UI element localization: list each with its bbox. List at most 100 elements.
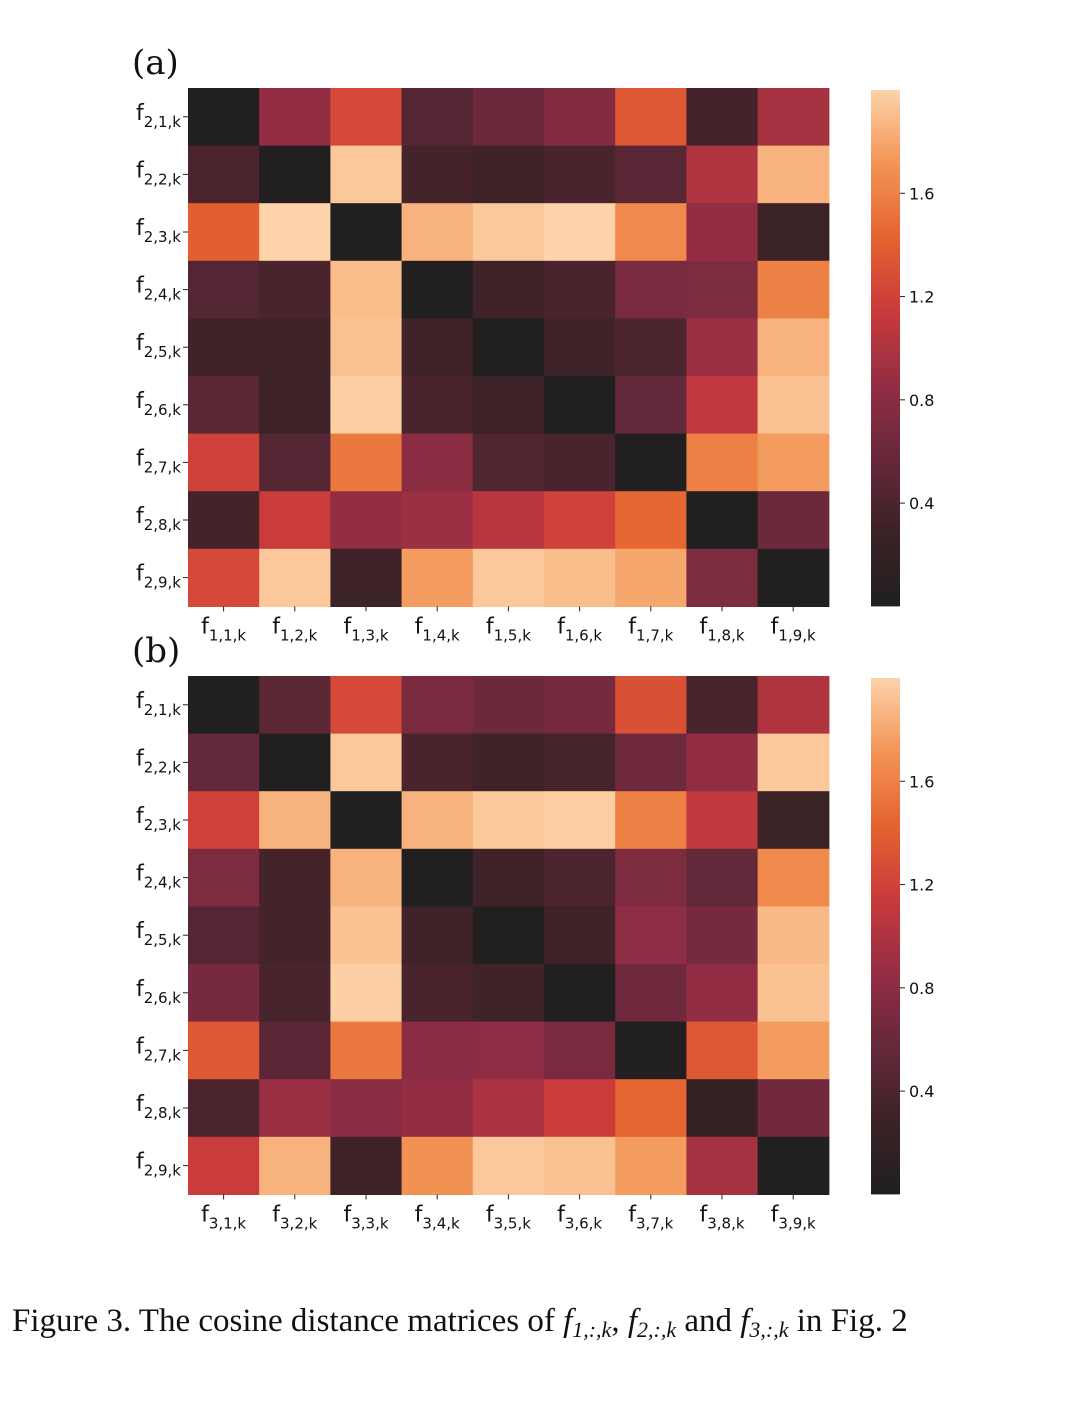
y-tick-label: f2,7,k (136, 1034, 181, 1064)
heatmap-cell (615, 318, 687, 377)
heatmap-cell (757, 906, 830, 965)
heatmap-cell (188, 548, 260, 607)
heatmap-cell (188, 1136, 260, 1195)
heatmap-cell (686, 848, 759, 907)
colorbar-tick-label: 1.6 (909, 184, 934, 203)
heatmap-cell (686, 433, 759, 492)
heatmap-cell (686, 906, 759, 965)
heatmap-cell (686, 676, 759, 735)
heatmap-cell (259, 260, 331, 319)
heatmap-cell (330, 791, 403, 850)
heatmap-cell (757, 733, 830, 792)
heatmap-cell (472, 1021, 545, 1080)
heatmap-cell (188, 433, 260, 492)
heatmap-cell (615, 848, 687, 907)
heatmap-cell (188, 318, 260, 377)
heatmap-cell (615, 906, 687, 965)
heatmap-cell (472, 1079, 545, 1138)
heatmap-cell (544, 791, 616, 850)
heatmap-cell (330, 433, 403, 492)
figure-canvas: (a) f2,1,k f2,2,k f2,3,k f2,4,k f2,5,k f2,6,k f… (132, 43, 934, 1232)
heatmap-cell (757, 676, 830, 735)
heatmap-cell (330, 1136, 403, 1195)
heatmap-cell (472, 906, 545, 965)
heatmap-cell (615, 145, 687, 204)
heatmap-cell (259, 791, 331, 850)
heatmap-cell (401, 1136, 474, 1195)
heatmap-cell (330, 491, 403, 550)
heatmap-cell (544, 318, 616, 377)
heatmap-panel-b: (b) f2,1,k f2,2,k f2,3,k f2,4,k f2,5,k f2,6,k f… (132, 631, 934, 1232)
heatmap-cell (757, 203, 830, 262)
y-tick-label: f2,1,k (136, 689, 181, 719)
heatmap-cell (472, 260, 545, 319)
caption-math-1: f1,:,k (563, 1303, 612, 1342)
heatmap-cell (544, 491, 616, 550)
heatmap-cell (330, 88, 403, 147)
colorbar-tick-label: 1.2 (909, 876, 934, 895)
heatmap-cell (757, 491, 830, 550)
heatmap-cell (401, 145, 474, 204)
y-tick-label: f2,3,k (136, 804, 181, 834)
caption-math-2: f2,:,k (627, 1303, 677, 1342)
x-tick-label: f3,2,k (272, 1202, 317, 1232)
y-tick-label: f2,2,k (136, 158, 181, 188)
heatmap-cell (188, 260, 260, 319)
heatmap-cell (686, 145, 759, 204)
heatmap-cell (330, 1079, 403, 1138)
y-tick-label: f2,5,k (136, 919, 181, 949)
colorbar (871, 678, 900, 1195)
heatmap-cell (615, 791, 687, 850)
heatmap-cell (401, 964, 474, 1023)
heatmap-cell (401, 433, 474, 492)
heatmap-cell (472, 548, 545, 607)
heatmap-cell (757, 260, 830, 319)
heatmap-cell (188, 491, 260, 550)
heatmap-cell (757, 433, 830, 492)
y-tick-label: f2,6,k (136, 977, 181, 1007)
heatmap-cell (686, 88, 759, 147)
heatmap-cell (259, 1136, 331, 1195)
heatmap-cell (259, 88, 331, 147)
colorbar-tick-label: 1.2 (909, 288, 934, 307)
heatmap-cell (330, 145, 403, 204)
heatmap-cell (686, 491, 759, 550)
heatmap-cell (757, 848, 830, 907)
heatmap-cell (544, 376, 616, 435)
heatmap-cell (686, 1136, 759, 1195)
heatmap-cell (686, 964, 759, 1023)
y-tick-label: f2,2,k (136, 746, 181, 776)
heatmap-cell (259, 964, 331, 1023)
y-tick-label: f2,6,k (136, 389, 181, 419)
heatmap-cell (259, 318, 331, 377)
heatmap-cell (472, 88, 545, 147)
x-tick-label: f1,6,k (557, 614, 602, 644)
heatmap-cell (544, 548, 616, 607)
colorbar-tick-label: 0.4 (909, 1082, 934, 1101)
heatmap-panel-a: (a) f2,1,k f2,2,k f2,3,k f2,4,k f2,5,k f2,6,k f… (132, 43, 934, 644)
heatmap-cell (615, 491, 687, 550)
y-tick-label: f2,9,k (136, 562, 181, 592)
heatmap-cell (544, 145, 616, 204)
heatmap-cell (615, 733, 687, 792)
heatmap-cell (188, 733, 260, 792)
heatmap-cell (330, 318, 403, 377)
heatmap-cell (259, 433, 331, 492)
heatmap-cell (757, 145, 830, 204)
heatmap-cell (615, 88, 687, 147)
heatmap-cell (757, 1136, 830, 1195)
heatmap-cell (686, 260, 759, 319)
heatmap-cell (615, 1079, 687, 1138)
caption-sep: , (611, 1303, 628, 1339)
heatmap-cell (757, 964, 830, 1023)
colorbar (871, 90, 900, 607)
panel-label: (b) (132, 631, 180, 671)
colorbar-tick-label: 1.6 (909, 772, 934, 791)
heatmap-cell (401, 791, 474, 850)
heatmap-cell (401, 203, 474, 262)
heatmap-cell (686, 791, 759, 850)
heatmap-cell (757, 548, 830, 607)
heatmap-cell (472, 145, 545, 204)
x-tick-label: f1,7,k (628, 614, 673, 644)
heatmap-cell (544, 260, 616, 319)
